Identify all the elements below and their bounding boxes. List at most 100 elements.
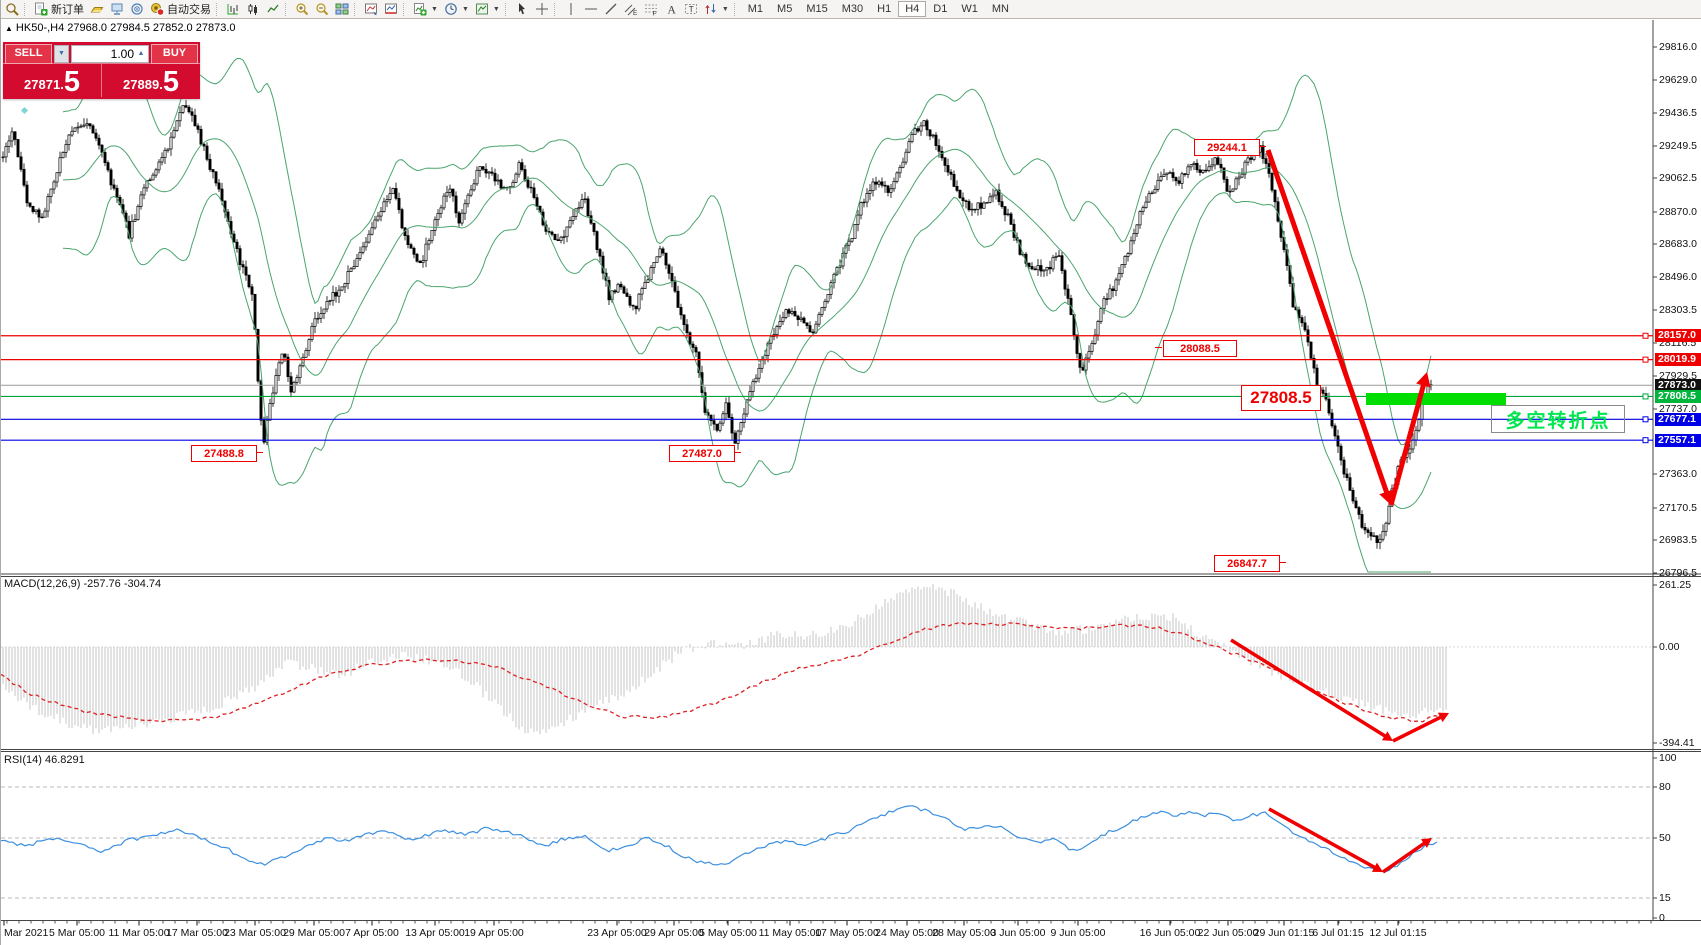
search-icon[interactable] bbox=[2, 1, 22, 18]
quotes-icon[interactable] bbox=[87, 1, 107, 18]
radar bbox=[131, 3, 143, 15]
crosshair-tool[interactable] bbox=[532, 1, 552, 18]
date-label-Mar-2021: Mar 2021 bbox=[4, 927, 49, 939]
cursor-tool[interactable] bbox=[512, 1, 532, 18]
price-tick-29249.5: 29249.5 bbox=[1659, 140, 1697, 152]
rsi-tick-15: 15 bbox=[1659, 892, 1671, 904]
volume-input[interactable]: 1.00 ▲ bbox=[71, 44, 149, 63]
buy-button[interactable]: BUY bbox=[151, 43, 198, 64]
price-tick-27737.0: 27737.0 bbox=[1659, 403, 1697, 415]
rsi-tick-0: 0 bbox=[1659, 912, 1665, 924]
timeframe-m15[interactable]: M15 bbox=[806, 3, 828, 15]
volume-increase-button[interactable]: ▲ bbox=[137, 50, 145, 57]
channel: E bbox=[624, 4, 638, 16]
toolbar-separator bbox=[504, 2, 510, 16]
text-label-tool[interactable]: T bbox=[681, 1, 701, 18]
swing-label-27808.5[interactable]: 27808.5 bbox=[1241, 385, 1321, 411]
swing-label-27487.0[interactable]: 27487.0 bbox=[669, 445, 735, 462]
date-label-23-Mar-05-00: 23 Mar 05:00 bbox=[224, 927, 286, 939]
timeframe-d1[interactable]: D1 bbox=[933, 3, 948, 15]
swing-label-28088.5[interactable]: 28088.5 bbox=[1163, 340, 1237, 357]
date-label-29-Jun-01-15: 29 Jun 01:15 bbox=[1253, 927, 1315, 939]
zoom-in-icon[interactable] bbox=[292, 1, 312, 18]
timeframe-mn[interactable]: MN bbox=[991, 3, 1009, 15]
timeframe-h1[interactable]: H1 bbox=[877, 3, 892, 15]
line-chart-icon[interactable] bbox=[263, 1, 283, 18]
price-tick-29629.0: 29629.0 bbox=[1659, 74, 1697, 86]
market-watch-icon[interactable] bbox=[107, 1, 127, 18]
timeframe-m30[interactable]: M30 bbox=[841, 3, 864, 15]
tile-windows-icon[interactable] bbox=[332, 1, 352, 18]
template bbox=[475, 3, 488, 15]
bid-price[interactable]: 27871. 5 bbox=[3, 64, 102, 97]
date-label-5-Mar-05-00: 5 Mar 05:00 bbox=[48, 927, 106, 939]
price-tick-29062.5: 29062.5 bbox=[1659, 172, 1697, 184]
ask-dot: . bbox=[159, 77, 163, 92]
date-label-17-May-05-00: 17 May 05:00 bbox=[815, 927, 879, 939]
dropdown-caret-icon[interactable]: ▼ bbox=[492, 5, 500, 13]
ask-price[interactable]: 27889. 5 bbox=[102, 64, 200, 97]
bull-bear-turning-point-note[interactable]: 多空转折点 bbox=[1491, 405, 1625, 433]
linechart bbox=[267, 4, 279, 13]
equidistant-channel-tool[interactable]: E bbox=[621, 1, 641, 18]
candlestick-chart-icon[interactable] bbox=[243, 1, 263, 18]
horizontal-line-tool[interactable] bbox=[581, 1, 601, 18]
price-tick-26796.5: 26796.5 bbox=[1659, 567, 1697, 579]
volume-decrease-button[interactable]: ▼ bbox=[54, 44, 69, 63]
ask-main-digits: 27889 bbox=[123, 77, 160, 92]
trendline-tool[interactable] bbox=[601, 1, 621, 18]
svg-text:E: E bbox=[633, 10, 638, 16]
svg-text:F: F bbox=[652, 11, 656, 17]
new-order-button[interactable]: 新订单 bbox=[31, 1, 87, 18]
auto-trading-button-label: 自动交易 bbox=[167, 4, 211, 16]
monitor bbox=[111, 3, 123, 15]
swing-label-27488.8[interactable]: 27488.8 bbox=[191, 445, 257, 462]
timeframe-w1[interactable]: W1 bbox=[961, 3, 978, 15]
bar-chart-icon[interactable] bbox=[223, 1, 243, 18]
main-toolbar: 新订单 自动交易 ▼ ▼ ▼ E F A T ▼ M1 M5 M15 M30 H1 H4 D1 W1 MN bbox=[1, 0, 1701, 19]
toolbar-separator bbox=[553, 2, 559, 16]
new-chart-button[interactable]: ▼ bbox=[410, 1, 441, 18]
toolbar-separator bbox=[403, 2, 408, 16]
template-button[interactable]: ▼ bbox=[472, 1, 503, 18]
date-label-11-May-05-00: 11 May 05:00 bbox=[758, 927, 822, 939]
sell-button[interactable]: SELL bbox=[5, 43, 52, 64]
timeframe-m5[interactable]: M5 bbox=[777, 3, 793, 15]
timeframe-m1[interactable]: M1 bbox=[747, 3, 764, 15]
arrange-charts-icon[interactable] bbox=[361, 1, 381, 18]
period-button[interactable]: ▼ bbox=[441, 1, 472, 18]
date-label-17-Mar-05-00: 17 Mar 05:00 bbox=[166, 927, 228, 939]
tile bbox=[335, 3, 349, 15]
ea bbox=[151, 3, 164, 16]
textA: A bbox=[667, 5, 676, 17]
candles bbox=[248, 4, 257, 15]
price-tick-28303.5: 28303.5 bbox=[1659, 304, 1697, 316]
navigator-icon[interactable] bbox=[127, 1, 147, 18]
arrows-tool[interactable]: ▼ bbox=[701, 1, 732, 18]
date-label-22-Jun-05-00: 22 Jun 05:00 bbox=[1197, 927, 1259, 939]
dropdown-caret-icon[interactable]: ▼ bbox=[431, 5, 438, 13]
price-badge-27677.1: 27677.1 bbox=[1655, 412, 1701, 426]
svg-text:T: T bbox=[689, 5, 694, 14]
collapse-panel-icon[interactable]: ▲ bbox=[5, 24, 13, 33]
zoom-out-icon[interactable] bbox=[312, 1, 332, 18]
dropdown-caret-icon[interactable]: ▼ bbox=[461, 5, 469, 13]
vertical-line-tool[interactable] bbox=[561, 1, 581, 18]
dropdown-caret-icon[interactable]: ▼ bbox=[721, 5, 729, 13]
date-label-11-Mar-05-00: 11 Mar 05:00 bbox=[108, 927, 170, 939]
macd-tick-261.25: 261.25 bbox=[1659, 579, 1692, 591]
timeframe-h4[interactable]: H4 bbox=[898, 1, 927, 17]
price-tick-27170.5: 27170.5 bbox=[1659, 502, 1697, 514]
swing-label-26847.7[interactable]: 26847.7 bbox=[1214, 555, 1280, 572]
date-label-24-May-05-00: 24 May 05:00 bbox=[875, 927, 939, 939]
swing-label-29244.1[interactable]: 29244.1 bbox=[1194, 139, 1260, 156]
price-badge-27808.5: 27808.5 bbox=[1655, 389, 1701, 403]
text-tool[interactable]: A bbox=[661, 1, 681, 18]
toolbar-separator bbox=[216, 2, 221, 16]
auto-trading-button[interactable]: 自动交易 bbox=[147, 1, 214, 18]
symbol-info-line: ▲ HK50-,H4 27968.0 27984.5 27852.0 27873.… bbox=[5, 22, 236, 34]
toolbar-separator bbox=[354, 2, 359, 16]
cascade-charts-icon[interactable] bbox=[381, 1, 401, 18]
fibonacci-tool[interactable]: F bbox=[641, 1, 661, 18]
